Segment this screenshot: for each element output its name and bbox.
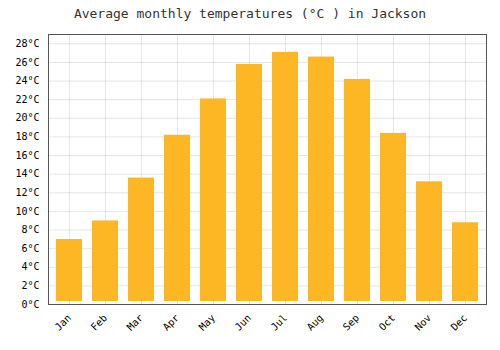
svg-text:Sep: Sep — [341, 312, 362, 333]
svg-text:Jun: Jun — [233, 312, 254, 333]
svg-text:24°C: 24°C — [15, 75, 39, 86]
svg-text:0°C: 0°C — [21, 299, 39, 310]
svg-text:Dec: Dec — [449, 312, 470, 333]
svg-text:Nov: Nov — [413, 312, 434, 333]
svg-text:2°C: 2°C — [21, 280, 39, 291]
svg-text:May: May — [197, 312, 218, 333]
svg-text:26°C: 26°C — [15, 57, 39, 68]
svg-text:22°C: 22°C — [15, 94, 39, 105]
svg-text:10°C: 10°C — [15, 206, 39, 217]
svg-text:Jul: Jul — [269, 312, 290, 333]
svg-text:8°C: 8°C — [21, 224, 39, 235]
svg-text:Jan: Jan — [53, 312, 74, 333]
svg-text:16°C: 16°C — [15, 150, 39, 161]
svg-text:12°C: 12°C — [15, 187, 39, 198]
html-text:Average monthly temperatures (: Average monthly temperatures (°C ) in Ja… — [73, 6, 427, 21]
svg-text:Aug: Aug — [305, 312, 326, 333]
svg-text:18°C: 18°C — [15, 131, 39, 142]
svg-text:Oct: Oct — [377, 312, 398, 333]
svg-text:Apr: Apr — [161, 312, 182, 333]
svg-text:28°C: 28°C — [15, 38, 39, 49]
svg-text:Feb: Feb — [89, 312, 110, 333]
svg-text:4°C: 4°C — [21, 261, 39, 272]
svg-text:20°C: 20°C — [15, 112, 39, 123]
svg-text:6°C: 6°C — [21, 243, 39, 254]
svg-text:Mar: Mar — [125, 312, 146, 333]
svg-text:14°C: 14°C — [15, 168, 39, 179]
